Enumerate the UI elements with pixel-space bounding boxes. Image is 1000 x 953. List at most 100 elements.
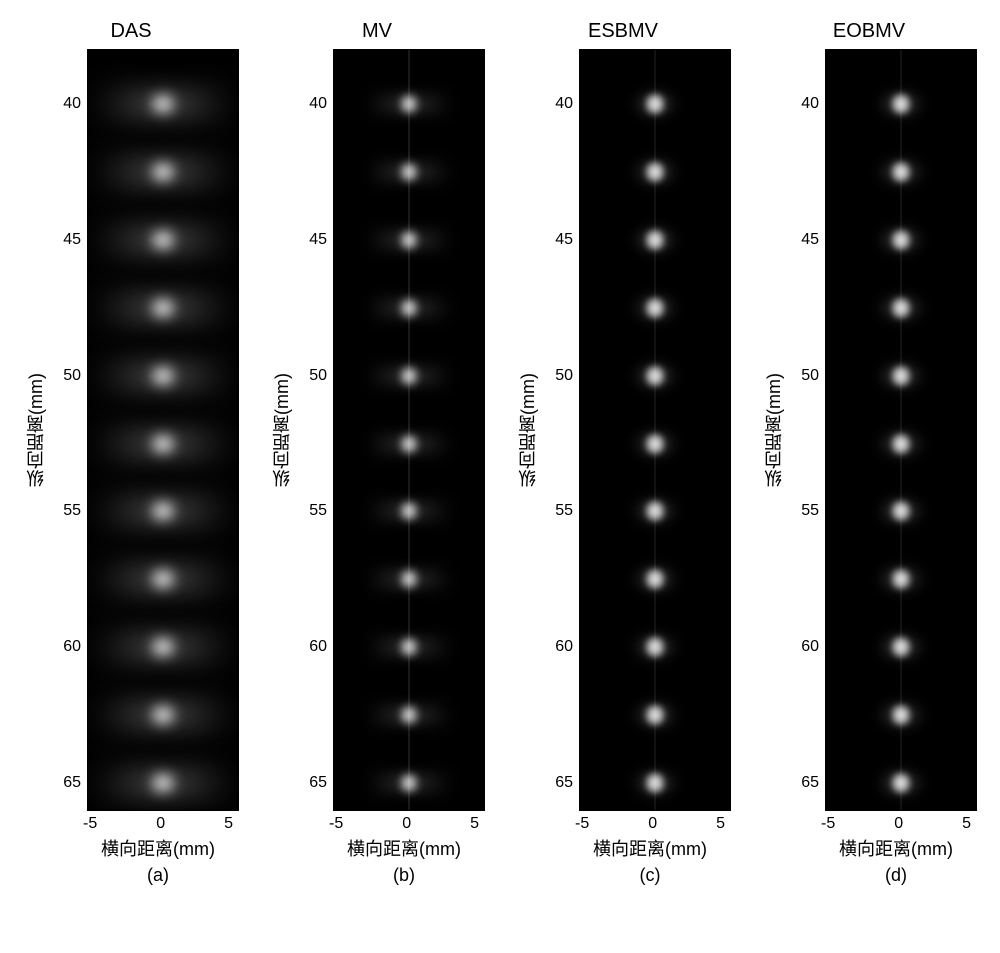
spot-core	[891, 365, 911, 387]
x-tick: 0	[156, 815, 165, 833]
spot-core	[891, 704, 911, 726]
y-tick: 50	[555, 367, 573, 385]
figure-container: DAS纵向距离(mm)404550556065-505横向距离(mm)(a)MV…	[23, 20, 977, 886]
x-tick: -5	[575, 815, 589, 833]
y-tick: 65	[801, 774, 819, 792]
y-tick: 50	[309, 367, 327, 385]
spot-halo	[364, 159, 454, 184]
plot-area	[333, 49, 485, 811]
panel-title: EOBMV	[833, 20, 905, 43]
spot-core	[150, 772, 176, 794]
spot-halo	[878, 565, 924, 593]
panel-caption: (a)	[147, 865, 169, 886]
y-tick: 45	[309, 231, 327, 249]
spot-core	[400, 705, 418, 725]
spot-core	[150, 229, 176, 251]
spot-halo	[878, 633, 924, 661]
spot-core	[891, 297, 911, 319]
spot-halo	[633, 769, 677, 797]
spot-halo	[364, 567, 454, 592]
x-axis-label: 横向距离(mm)	[101, 835, 215, 861]
plot-row: 纵向距离(mm)404550556065	[515, 49, 731, 811]
spot-halo	[364, 770, 454, 795]
spot-halo	[364, 567, 454, 592]
spot-core	[400, 434, 418, 454]
spot-core	[645, 772, 665, 794]
panel-caption: (c)	[640, 865, 661, 886]
spot-halo	[633, 226, 677, 254]
panel-title: ESBMV	[588, 20, 658, 43]
spot-core	[150, 161, 176, 183]
spot-halo	[364, 363, 454, 388]
spot-halo	[878, 430, 924, 458]
spot-halo	[364, 295, 454, 320]
y-tick: 40	[555, 95, 573, 113]
spot-core	[645, 704, 665, 726]
spot-core	[400, 162, 418, 182]
spot-core	[645, 93, 665, 115]
spot-halo	[633, 633, 677, 661]
spot-halo	[633, 430, 677, 458]
y-tick: 60	[63, 638, 81, 656]
spot-core	[150, 500, 176, 522]
y-tick: 65	[63, 774, 81, 792]
spot-core	[645, 161, 665, 183]
x-tick: 5	[716, 815, 725, 833]
y-tick: 60	[555, 638, 573, 656]
spot-halo	[88, 490, 239, 534]
y-tick: 40	[63, 95, 81, 113]
y-tick: 45	[555, 231, 573, 249]
x-tick: 5	[470, 815, 479, 833]
x-tick: 0	[894, 815, 903, 833]
spot-halo	[88, 557, 239, 601]
spot-halo	[364, 92, 454, 117]
spot-halo	[878, 497, 924, 525]
spot-halo	[88, 693, 239, 737]
spot-core	[645, 365, 665, 387]
spot-halo	[88, 150, 239, 194]
spot-core	[891, 93, 911, 115]
spot-core	[400, 773, 418, 793]
spot-halo	[364, 770, 454, 795]
y-tick: 55	[63, 502, 81, 520]
spot-halo	[364, 499, 454, 524]
spot-halo	[88, 761, 239, 805]
spot-core	[645, 229, 665, 251]
spot-core	[891, 568, 911, 590]
y-ticks: 404550556065	[791, 50, 819, 810]
spot-halo	[364, 499, 454, 524]
spot-core	[645, 297, 665, 319]
spot-halo	[633, 565, 677, 593]
spot-core	[891, 636, 911, 658]
spot-halo	[364, 92, 454, 117]
spot-halo	[364, 295, 454, 320]
spot-halo	[364, 702, 454, 727]
y-tick: 40	[801, 95, 819, 113]
y-tick: 60	[309, 638, 327, 656]
spot-halo	[88, 422, 239, 466]
panel-title: MV	[362, 20, 392, 43]
spot-core	[150, 297, 176, 319]
spot-halo	[878, 226, 924, 254]
spot-halo	[364, 227, 454, 252]
spot-halo	[88, 693, 239, 737]
spot-core	[400, 366, 418, 386]
spot-halo	[88, 354, 239, 398]
y-ticks: 404550556065	[299, 50, 327, 810]
spot-core	[645, 568, 665, 590]
spot-halo	[878, 362, 924, 390]
y-tick: 40	[309, 95, 327, 113]
x-ticks: -505	[821, 815, 971, 833]
spot-core	[400, 94, 418, 114]
spot-halo	[633, 701, 677, 729]
y-tick: 55	[555, 502, 573, 520]
spot-halo	[88, 422, 239, 466]
spot-halo	[88, 761, 239, 805]
spot-halo	[364, 363, 454, 388]
spot-core	[645, 500, 665, 522]
spot-core	[645, 636, 665, 658]
spot-core	[891, 433, 911, 455]
x-axis-label: 横向距离(mm)	[839, 835, 953, 861]
spot-halo	[88, 82, 239, 126]
spot-halo	[633, 158, 677, 186]
